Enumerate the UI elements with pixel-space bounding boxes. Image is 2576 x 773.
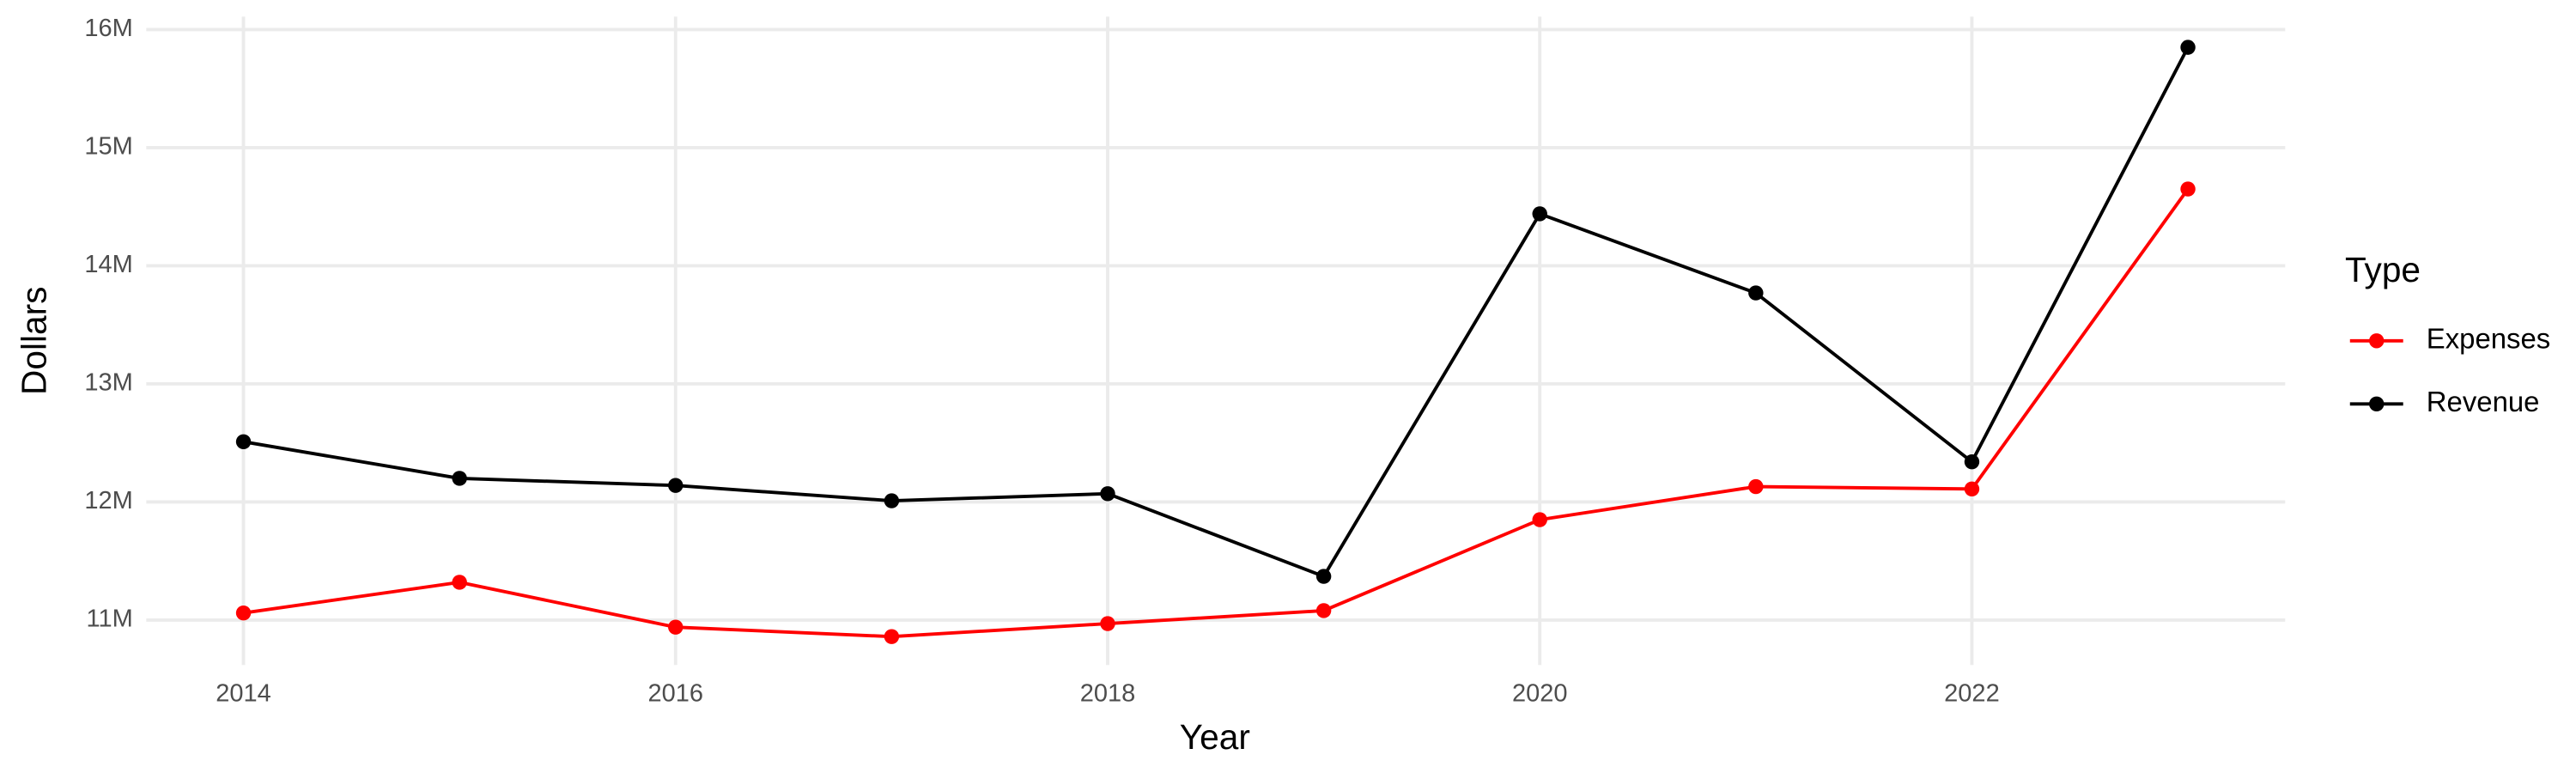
legend-key-point (2369, 396, 2385, 412)
legend-key-point (2369, 333, 2385, 349)
point (884, 629, 900, 644)
point (452, 471, 467, 486)
x-axis-title: Year (1180, 717, 1250, 757)
y-tick-label: 12M (84, 487, 132, 514)
legend-label: Revenue (2427, 386, 2540, 417)
y-axis-title: Dollars (14, 287, 53, 395)
point (1532, 206, 1547, 222)
point (2180, 181, 2196, 197)
y-tick-label: 13M (84, 369, 132, 397)
y-tick-label: 16M (84, 15, 132, 42)
legend-title: Type (2345, 250, 2421, 289)
point (1748, 478, 1764, 495)
point (1100, 616, 1115, 631)
point (2180, 40, 2196, 55)
point (1964, 453, 1980, 470)
y-tick-label: 11M (87, 606, 133, 633)
point (1315, 603, 1332, 618)
point (884, 493, 900, 508)
x-tick-label: 2022 (1944, 680, 2000, 708)
point (1748, 285, 1764, 301)
x-tick-label: 2014 (216, 680, 271, 708)
series-line (243, 46, 2190, 579)
point (1100, 486, 1115, 502)
point (235, 434, 252, 450)
point (668, 619, 683, 635)
point (235, 605, 252, 621)
point (1964, 481, 1980, 497)
point (1532, 512, 1547, 527)
series-line (243, 187, 2190, 639)
x-tick-label: 2020 (1512, 680, 1568, 708)
point (452, 575, 467, 590)
point (1315, 569, 1332, 584)
y-tick-label: 15M (84, 133, 132, 161)
y-tick-label: 14M (84, 251, 132, 278)
legend-label: Expenses (2427, 322, 2550, 354)
x-tick-label: 2016 (647, 680, 703, 708)
x-tick-label: 2018 (1080, 680, 1136, 708)
point (668, 478, 683, 493)
